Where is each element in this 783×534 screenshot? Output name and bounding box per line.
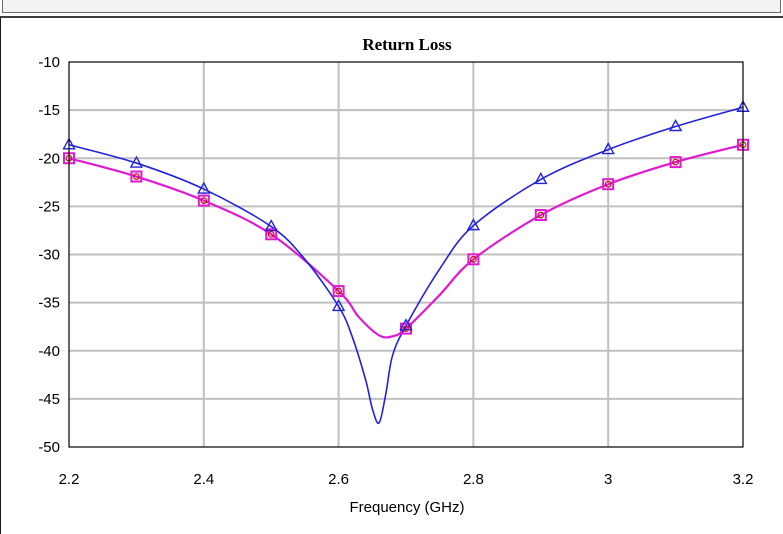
y-tick-label: -30 [38,247,60,264]
circle-marker [402,325,410,333]
circle-marker [537,211,545,219]
square-marker [534,209,547,222]
y-tick-label: -35 [38,295,60,312]
triangle-marker [197,181,211,194]
circle-marker [335,287,343,295]
triangle-marker [534,171,548,185]
square-marker [467,253,480,266]
square-marker [197,194,210,207]
triangle-marker [264,219,278,232]
square-marker [669,156,682,169]
grid-lines [69,62,743,447]
series-line [68,106,744,425]
square-marker [130,170,143,183]
triangle-marker [601,142,615,155]
triangle-marker [668,119,683,132]
plot-frame [68,61,744,448]
x-axis: 2.2 2.4 2.6 2.8 3 3.2 [59,471,754,488]
y-tick-label: -45 [38,391,60,408]
x-tick-label: 2.8 [463,471,484,488]
triangle-marker [129,155,144,168]
y-axis: -10 -15 -20 -25 -30 -35 -40 -45 -50 [38,54,60,456]
x-tick-label: 2.2 [59,471,80,488]
series-group [62,99,750,425]
x-tick-label: 3 [604,471,612,488]
x-axis-label: Frequency (GHz) [349,499,464,516]
triangle-marker [399,318,413,331]
y-tick-label: -40 [38,343,60,360]
triangle-marker [331,299,346,312]
circle-marker [267,230,275,238]
circle-marker [672,158,679,166]
window-top-frame [0,0,783,18]
series-line [68,143,744,339]
circle-marker [200,197,208,205]
window-left-border [0,18,1,534]
chart-title: Return Loss [362,35,452,54]
x-tick-label: 3.2 [733,471,754,488]
triangle-marker [466,218,481,231]
y-tick-label: -25 [38,198,60,215]
square-marker [332,285,345,298]
x-tick-label: 2.6 [328,471,349,488]
x-tick-label: 2.4 [193,471,214,488]
y-tick-label: -50 [38,439,60,456]
square-marker [265,228,278,241]
y-tick-label: -15 [38,102,60,119]
square-marker [602,178,615,191]
y-tick-label: -10 [38,54,60,71]
circle-marker [604,180,612,188]
circle-marker [132,173,140,180]
circle-marker [470,255,477,263]
y-tick-label: -20 [38,150,60,167]
